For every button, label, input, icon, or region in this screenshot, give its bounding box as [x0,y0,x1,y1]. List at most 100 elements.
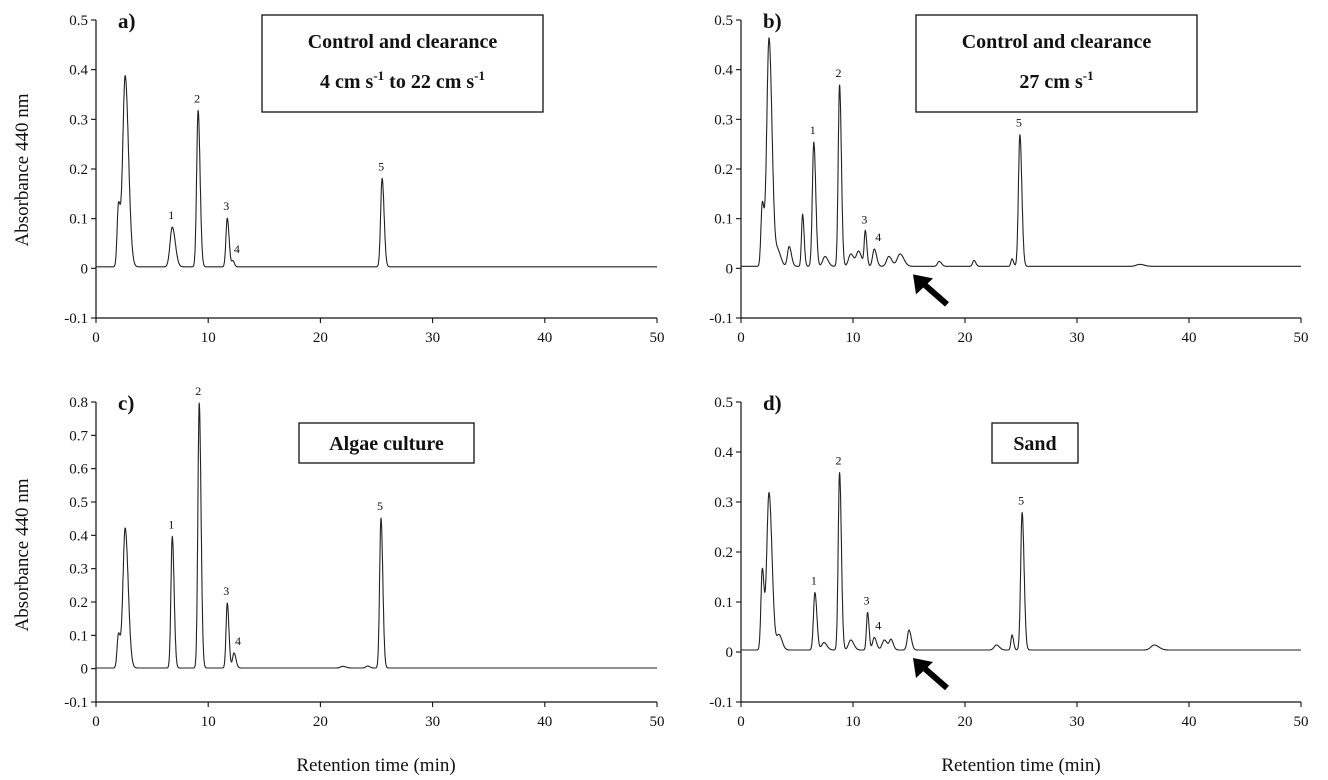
panel-label-line: Control and clearance [962,31,1152,53]
x-tick-label: 50 [1294,330,1309,346]
x-tick-label: 20 [313,330,328,346]
panel-label-line: Sand [1013,433,1056,455]
y-tick-label: 0.4 [714,445,733,461]
peak-label: 5 [378,159,384,173]
peak-label: 3 [223,584,229,598]
y-tick-label: 0 [726,261,734,277]
x-axis-title-left: Retention time (min) [296,755,455,776]
x-tick-label: 40 [537,714,552,730]
panel-letter: b) [763,9,782,33]
y-tick-label: -0.1 [64,311,88,327]
y-tick-label: -0.1 [64,695,88,711]
panel-label-box [298,422,475,464]
panel-label-line: Control and clearance [308,31,498,53]
peak-label: 5 [1018,494,1024,508]
y-tick-label: -0.1 [709,695,733,711]
x-tick-label: 40 [537,330,552,346]
y-tick-label: 0.7 [69,428,88,444]
panel-label-box [991,422,1079,464]
label-superscript: -1 [1083,68,1094,83]
chromatogram-trace [740,37,1302,267]
peak-label: 1 [811,574,817,588]
peak-label: 1 [810,123,816,137]
x-tick-label: 50 [650,330,665,346]
panel-a: -0.100.10.20.30.40.50 10 20 30 40 5012345a)Co… [64,9,664,346]
peak-label: 3 [223,199,229,213]
panel-label-line: 4 cm s-1 to 22 cm s-1 [320,68,485,93]
panel-label-line: Algae culture [329,433,444,455]
peak-label: 4 [875,619,881,633]
panel-label-line: 27 cm s-1 [1019,68,1093,93]
x-tick-label: 20 [958,714,973,730]
y-tick-label: 0 [81,662,89,678]
y-tick-label: 0.1 [714,212,733,228]
y-tick-label: 0.1 [69,212,88,228]
y-tick-label: 0.4 [714,63,733,79]
x-tick-label: 30 [425,714,440,730]
peak-label: 2 [194,91,200,105]
label-segment: to 22 cm s [384,71,474,93]
y-axis-title-bottom: Absorbance 440 nm [12,478,33,631]
x-tick-label: 0 [92,714,100,730]
y-tick-label: 0.8 [69,395,88,411]
x-tick-label: 0 [92,330,100,346]
x-tick-label: 10 [846,714,861,730]
y-tick-label: 0.1 [69,628,88,644]
x-tick-label: 30 [1070,714,1085,730]
peak-label: 4 [234,242,240,256]
y-tick-label: 0 [81,261,89,277]
panel-b: -0.100.10.20.30.40.50 10 20 30 40 5012345b)Co… [709,9,1308,346]
x-tick-label: 0 [737,714,745,730]
panel-c: -0.100.10.20.30.40.50.60.70.80 10 20 30 40 50… [64,384,664,730]
peak-label: 2 [836,66,842,80]
panel-letter: a) [118,9,136,33]
panel-label-box [915,14,1198,113]
peak-label: 2 [195,384,201,398]
x-tick-label: 10 [846,330,861,346]
label-superscript: -1 [474,68,485,83]
label-superscript: -1 [373,68,384,83]
x-tick-label: 50 [1294,714,1309,730]
y-tick-label: 0.4 [69,63,88,79]
panel-d: -0.100.10.20.30.40.50 10 20 30 40 5012345d)Sa… [709,391,1308,730]
chromatogram-trace [95,75,658,268]
peak-label: 5 [1016,116,1022,130]
peak-label: 3 [861,213,867,227]
y-tick-label: 0.5 [714,13,733,29]
y-tick-label: 0.3 [69,562,88,578]
y-tick-label: 0.4 [69,528,88,544]
chromatogram-trace [740,471,1302,651]
peak-label: 1 [168,208,174,222]
arrow-shaft [921,281,949,307]
x-tick-label: 50 [650,714,665,730]
y-tick-label: 0.5 [714,395,733,411]
panel-label-box [261,14,544,113]
panel-letter: d) [763,391,782,415]
label-segment: 4 cm s [320,71,374,93]
x-tick-label: 30 [425,330,440,346]
peak-label: 3 [864,594,870,608]
peak-label: 5 [377,499,383,513]
y-tick-label: 0.3 [714,112,733,128]
label-segment: 27 cm s [1019,71,1083,93]
y-tick-label: -0.1 [709,311,733,327]
y-tick-label: 0.6 [69,462,88,478]
y-tick-label: 0.2 [714,545,733,561]
arrow-head [913,658,933,678]
peak-label: 4 [875,230,881,244]
arrow-shaft [921,664,949,691]
panel-letter: c) [118,391,134,415]
x-tick-label: 40 [1182,330,1197,346]
peak-label: 2 [836,454,842,468]
x-tick-label: 40 [1182,714,1197,730]
peak-label: 4 [235,634,241,648]
y-tick-label: 0.5 [69,13,88,29]
chromatogram-trace [95,402,658,669]
x-tick-label: 20 [313,714,328,730]
y-tick-label: 0.2 [714,162,733,178]
x-tick-label: 10 [201,330,216,346]
y-axis-title-top: Absorbance 440 nm [12,93,33,246]
y-tick-label: 0.3 [69,112,88,128]
y-tick-label: 0 [726,645,734,661]
